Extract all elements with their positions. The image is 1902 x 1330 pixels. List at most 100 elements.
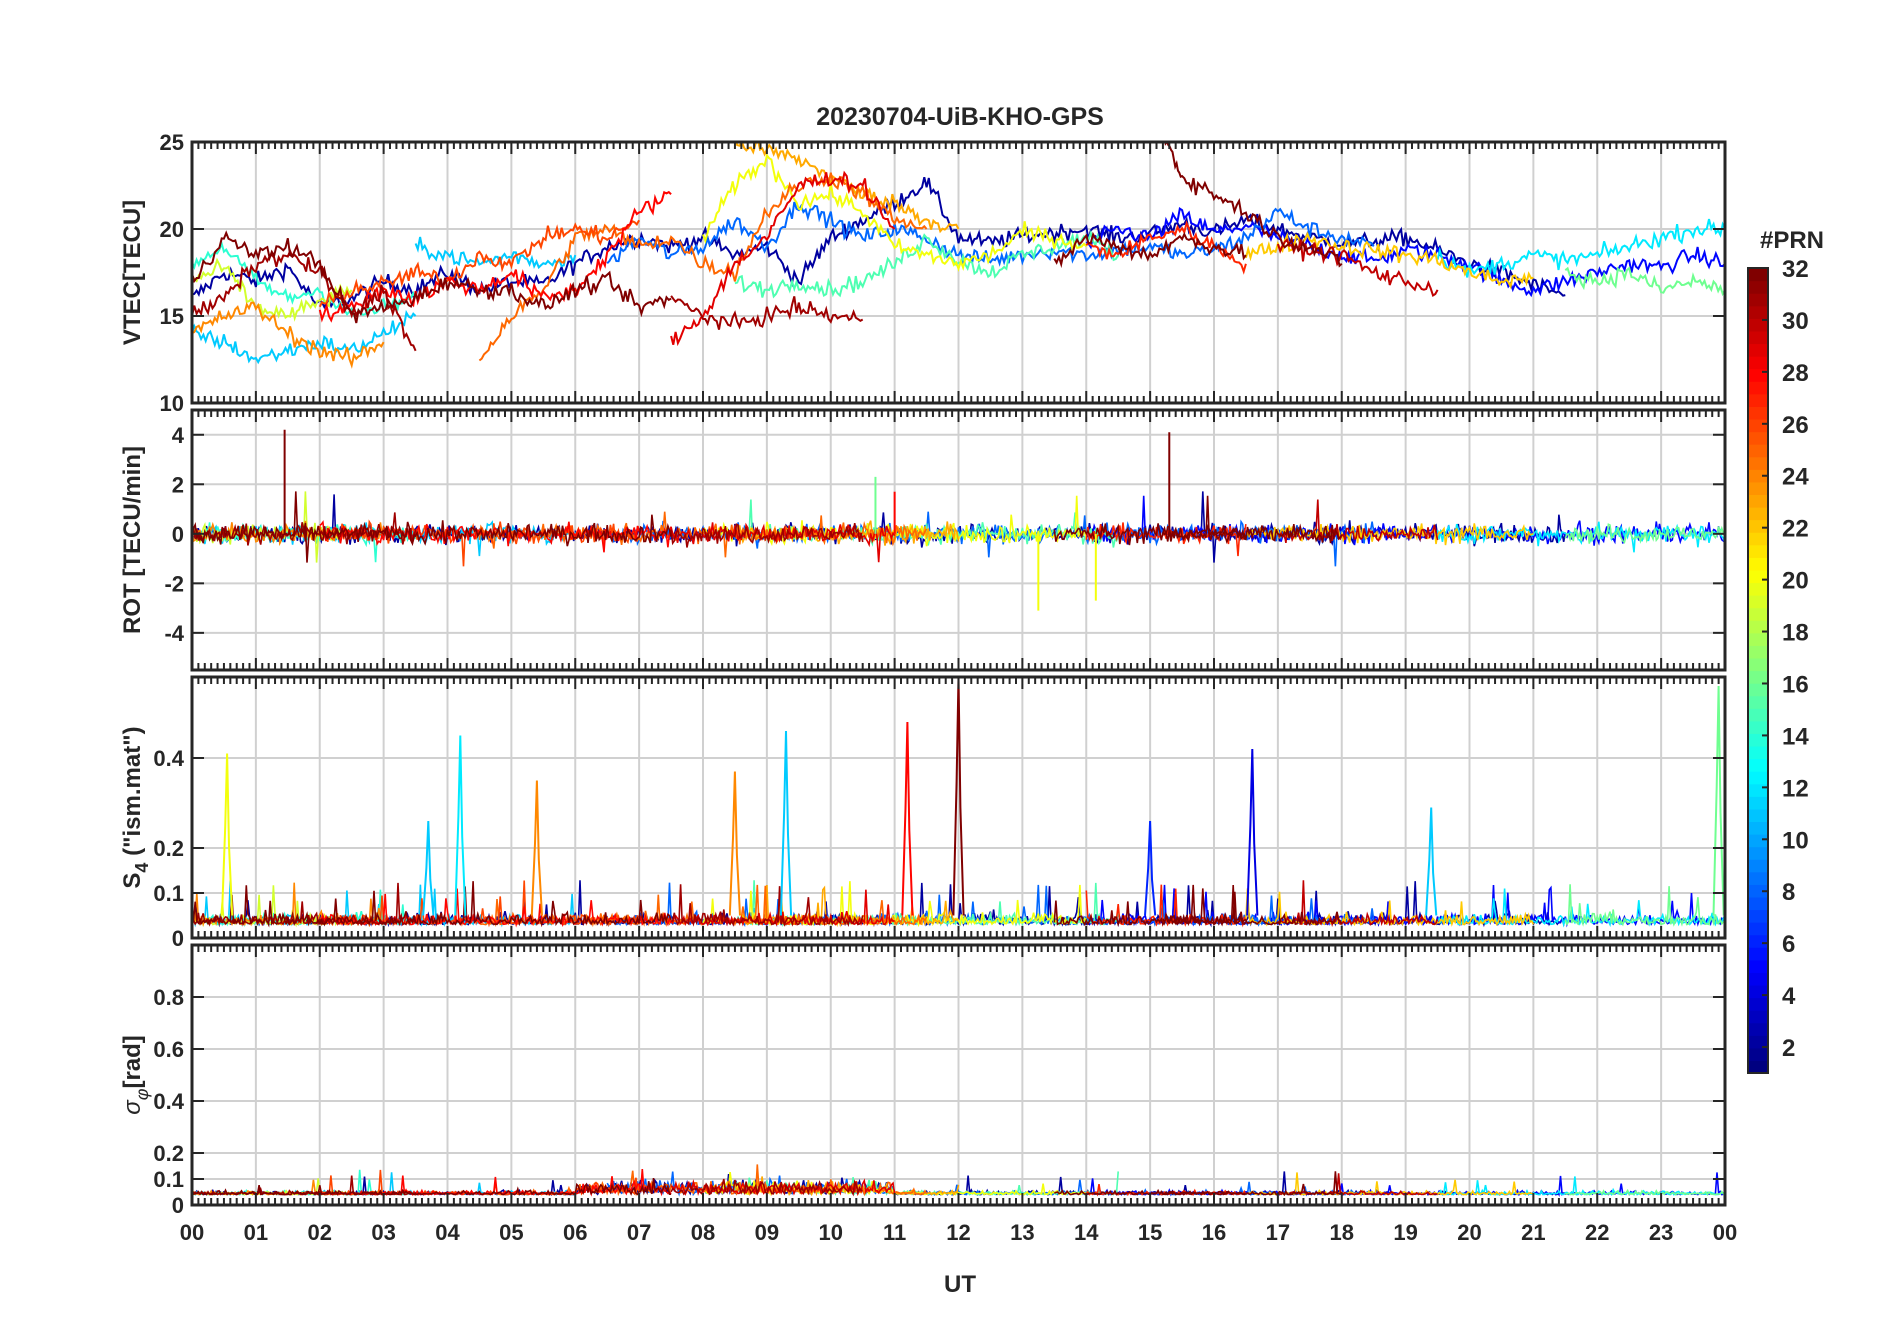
panel-sigphi-ytick-label: 0.1 bbox=[153, 1167, 184, 1192]
panel-sigphi: 00.10.2 0.4 0.6 0.8σφ[rad] bbox=[119, 943, 1727, 1218]
colorbar-segment bbox=[1748, 544, 1768, 558]
colorbar-segment bbox=[1748, 595, 1768, 609]
x-tick-label: 09 bbox=[755, 1220, 779, 1245]
s4-peak-2 bbox=[454, 735, 467, 916]
colorbar-segment bbox=[1748, 733, 1768, 747]
colorbar-segment bbox=[1748, 1022, 1768, 1036]
colorbar-segment bbox=[1748, 972, 1768, 986]
x-tick-label: 02 bbox=[308, 1220, 332, 1245]
vtec-line-prn-20-10 bbox=[702, 153, 1088, 272]
colorbar-segment bbox=[1748, 557, 1768, 571]
panel-rot-ytick-label: 4 bbox=[172, 423, 185, 448]
x-tick-label: 23 bbox=[1649, 1220, 1673, 1245]
colorbar-segment bbox=[1748, 871, 1768, 885]
x-tick-label: 22 bbox=[1585, 1220, 1609, 1245]
panel-vtec-ytick-label: 10 bbox=[160, 391, 184, 416]
sigphi-line-prn-32-22 bbox=[192, 1177, 672, 1196]
s4-peak-10 bbox=[1425, 807, 1438, 916]
x-tick-label: 04 bbox=[435, 1220, 460, 1245]
panel-vtec: 10 15 20 25 VTEC[TECU] bbox=[119, 130, 1727, 416]
panel-rot-ticks bbox=[191, 410, 1726, 670]
colorbar-segment bbox=[1748, 909, 1768, 923]
colorbar-segment bbox=[1748, 796, 1768, 810]
x-tick-label: 20 bbox=[1457, 1220, 1481, 1245]
colorbar-segment bbox=[1748, 670, 1768, 684]
x-tick-label: 19 bbox=[1393, 1220, 1417, 1245]
panel-s4: 0 0.1 0.2 0.4S4 ("ism.mat") bbox=[119, 675, 1727, 951]
colorbar-segment bbox=[1748, 934, 1768, 948]
s4-peak-0 bbox=[221, 753, 234, 916]
colorbar-tick-label: 14 bbox=[1782, 723, 1809, 750]
colorbar-segment bbox=[1748, 846, 1768, 860]
x-tick-label: 17 bbox=[1266, 1220, 1290, 1245]
panel-vtec-ytick-label: 15 bbox=[160, 304, 184, 329]
panel-rot-data bbox=[192, 429, 1725, 611]
colorbar-tick-label: 32 bbox=[1782, 256, 1809, 283]
s4-line-prn-31-21 bbox=[670, 884, 864, 928]
colorbar-tick-label: 2 bbox=[1782, 1035, 1795, 1062]
panel-vtec-ticks bbox=[191, 141, 1726, 404]
x-tick-label: 12 bbox=[946, 1220, 970, 1245]
panel-sigphi-ytick-label: 0.4 bbox=[153, 1089, 184, 1114]
colorbar-segment bbox=[1748, 444, 1768, 458]
colorbar-tick-label: 6 bbox=[1782, 931, 1795, 958]
colorbar-segment bbox=[1748, 381, 1768, 395]
panel-s4-ytick-label: 0.1 bbox=[153, 881, 184, 906]
panel-sigphi-ylabel: σφ[rad] bbox=[119, 1035, 152, 1115]
colorbar-segment bbox=[1748, 984, 1768, 999]
colorbar-segment bbox=[1748, 1047, 1768, 1062]
colorbar-segment bbox=[1748, 884, 1768, 898]
colorbar-segment bbox=[1748, 305, 1768, 319]
panel-vtec-data bbox=[192, 142, 1725, 369]
colorbar-segment bbox=[1748, 431, 1768, 445]
vtec-line-prn-31-20 bbox=[192, 248, 417, 352]
panel-s4-data bbox=[192, 677, 1725, 928]
colorbar-segment bbox=[1748, 519, 1768, 533]
colorbar-segment bbox=[1748, 896, 1768, 911]
colorbar-segment bbox=[1748, 745, 1768, 760]
panel-sigphi-ytick-label: 0.2 bbox=[153, 1141, 184, 1166]
x-tick-label: 07 bbox=[627, 1220, 651, 1245]
vtec-line-prn-26-15 bbox=[318, 219, 640, 308]
vtec-line-prn-12-5 bbox=[1436, 218, 1725, 278]
sigphi-line-prn-16-8 bbox=[1564, 1188, 1725, 1197]
panel-rot-ytick-label: 0 bbox=[172, 522, 184, 547]
panel-rot-ytick-label: -2 bbox=[164, 571, 184, 596]
s4-peak-11 bbox=[1712, 685, 1725, 916]
colorbar-segment bbox=[1748, 620, 1768, 634]
x-tick-label: 06 bbox=[563, 1220, 587, 1245]
colorbar-tick-label: 20 bbox=[1782, 568, 1809, 595]
colorbar-segment bbox=[1748, 645, 1768, 659]
colorbar-segment bbox=[1748, 1010, 1768, 1024]
x-tick-label: 18 bbox=[1330, 1220, 1354, 1245]
vtec-line-prn-29-18 bbox=[670, 170, 896, 347]
colorbar-segment bbox=[1748, 771, 1768, 785]
colorbar-segment bbox=[1748, 758, 1768, 772]
x-tick-label: 16 bbox=[1202, 1220, 1226, 1245]
vtec-line-prn-24-13 bbox=[192, 301, 385, 369]
vtec-line-prn-11-3 bbox=[192, 309, 417, 365]
x-tick-label: 01 bbox=[244, 1220, 268, 1245]
x-tick-label: 05 bbox=[499, 1220, 523, 1245]
s4-peak-9 bbox=[1246, 748, 1259, 916]
colorbar-segment bbox=[1748, 318, 1768, 332]
s4-line-prn-16-8 bbox=[1564, 884, 1725, 927]
x-tick-label: 11 bbox=[883, 1220, 906, 1245]
colorbar-segment bbox=[1748, 481, 1768, 496]
x-tick-label: 13 bbox=[1010, 1220, 1034, 1245]
vtec-line-prn-32-24 bbox=[1053, 231, 1247, 269]
colorbar-segment bbox=[1748, 356, 1768, 370]
colorbar-title: #PRN bbox=[1760, 227, 1824, 254]
colorbar-segment bbox=[1748, 469, 1768, 483]
panel-rot-ylabel: ROT [TECU/min] bbox=[119, 446, 146, 634]
colorbar-segment bbox=[1748, 997, 1768, 1011]
panel-vtec-ytick-label: 25 bbox=[160, 130, 184, 155]
panel-s4-ylabel: S4 ("ism.mat") bbox=[119, 726, 152, 888]
colorbar-segment bbox=[1748, 418, 1768, 433]
s4-peak-3 bbox=[530, 780, 543, 916]
colorbar-tick-label: 28 bbox=[1782, 360, 1809, 387]
panel-sigphi-ytick-label: 0.8 bbox=[153, 985, 184, 1010]
